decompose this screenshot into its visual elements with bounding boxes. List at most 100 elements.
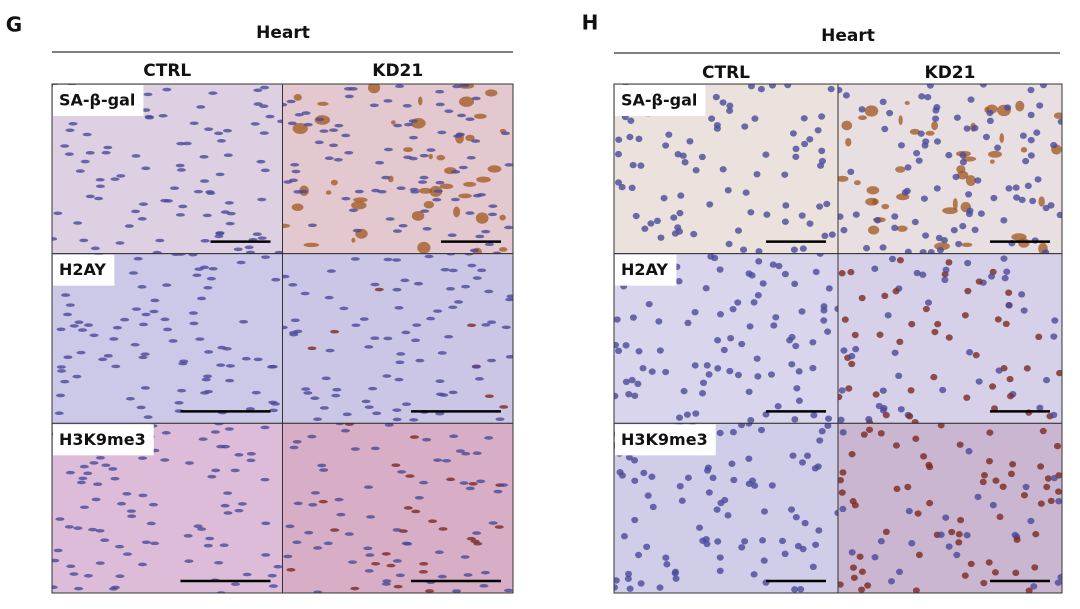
nucleus — [158, 113, 168, 118]
row-label: H2AY — [621, 260, 668, 279]
nucleus — [686, 138, 694, 145]
nucleus — [714, 337, 722, 344]
nucleus — [781, 550, 789, 558]
nucleus — [223, 153, 233, 157]
nucleus — [197, 296, 207, 301]
nucleus — [823, 200, 831, 208]
nucleus — [955, 240, 963, 248]
nucleus — [662, 368, 670, 376]
nucleus — [504, 163, 513, 167]
nucleus — [402, 402, 412, 406]
nucleus — [82, 132, 92, 137]
nucleus — [852, 345, 860, 353]
nucleus — [975, 278, 983, 285]
nucleus — [848, 352, 856, 360]
nucleus — [858, 586, 866, 593]
cell-border — [837, 422, 1063, 594]
nucleus — [89, 333, 99, 338]
nucleus — [226, 211, 236, 216]
nucleus — [845, 385, 853, 392]
nucleus — [904, 248, 912, 254]
nucleus — [131, 209, 141, 214]
nucleus — [350, 447, 360, 451]
nucleus — [383, 147, 393, 152]
nucleus — [95, 561, 105, 565]
nucleus — [839, 469, 847, 476]
nucleus — [242, 572, 252, 577]
nucleus — [301, 387, 311, 391]
nucleus — [369, 103, 379, 108]
nucleus — [354, 189, 364, 194]
nucleus — [73, 221, 83, 225]
nucleus — [419, 562, 429, 566]
nucleus — [750, 571, 758, 578]
column-header: KD21 — [925, 63, 976, 83]
nucleus — [319, 129, 329, 133]
nucleus — [162, 283, 172, 287]
nucleus — [727, 334, 735, 342]
nucleus — [934, 320, 942, 328]
nucleus — [971, 226, 979, 234]
nucleus — [137, 562, 147, 567]
nucleus — [452, 84, 462, 89]
nucleus — [344, 87, 354, 91]
nucleus — [704, 464, 712, 471]
nucleus — [774, 403, 782, 410]
stain — [291, 203, 304, 212]
nucleus — [196, 105, 206, 109]
nucleus — [193, 189, 203, 194]
nucleus — [150, 298, 160, 303]
nucleus — [477, 268, 487, 273]
nucleus — [251, 390, 261, 395]
nucleus — [1000, 255, 1008, 262]
nucleus — [141, 108, 151, 112]
nucleus — [175, 213, 185, 217]
nucleus — [614, 577, 620, 584]
nucleus — [662, 142, 670, 149]
nucleus — [877, 538, 885, 545]
nucleus — [917, 130, 925, 137]
nucleus — [699, 537, 707, 544]
nucleus — [342, 412, 352, 417]
nucleus — [806, 220, 814, 227]
nucleus — [959, 158, 967, 166]
nucleus — [260, 85, 270, 90]
nucleus — [985, 559, 993, 566]
nucleus — [184, 461, 194, 465]
nucleus — [648, 473, 656, 480]
nucleus — [199, 155, 209, 159]
nucleus — [755, 258, 763, 265]
nucleus — [124, 224, 134, 228]
nucleus — [740, 246, 748, 253]
nucleus — [314, 140, 324, 145]
nucleus — [451, 170, 461, 174]
nucleus — [458, 165, 468, 170]
nucleus — [920, 453, 928, 460]
nucleus — [631, 457, 639, 464]
nucleus — [965, 448, 973, 455]
nucleus — [163, 327, 173, 332]
nucleus — [395, 84, 405, 89]
nucleus — [817, 162, 825, 169]
row-label: H3K9me3 — [621, 430, 708, 449]
nucleus — [61, 293, 71, 297]
nucleus — [95, 177, 105, 182]
nucleus — [396, 186, 406, 190]
nucleus — [874, 217, 882, 224]
stain — [353, 197, 368, 203]
nucleus — [750, 299, 758, 306]
nucleus — [778, 537, 786, 545]
nucleus — [696, 524, 704, 531]
nucleus — [655, 318, 663, 325]
nucleus — [977, 210, 985, 217]
nucleus — [957, 516, 965, 524]
nucleus — [1037, 463, 1045, 470]
nucleus — [446, 477, 456, 482]
nucleus — [1029, 197, 1037, 205]
nucleus — [471, 139, 481, 143]
nucleus — [140, 386, 150, 390]
nucleus — [120, 317, 130, 322]
nucleus — [863, 244, 871, 252]
nucleus — [626, 585, 634, 592]
nucleus — [418, 180, 428, 184]
